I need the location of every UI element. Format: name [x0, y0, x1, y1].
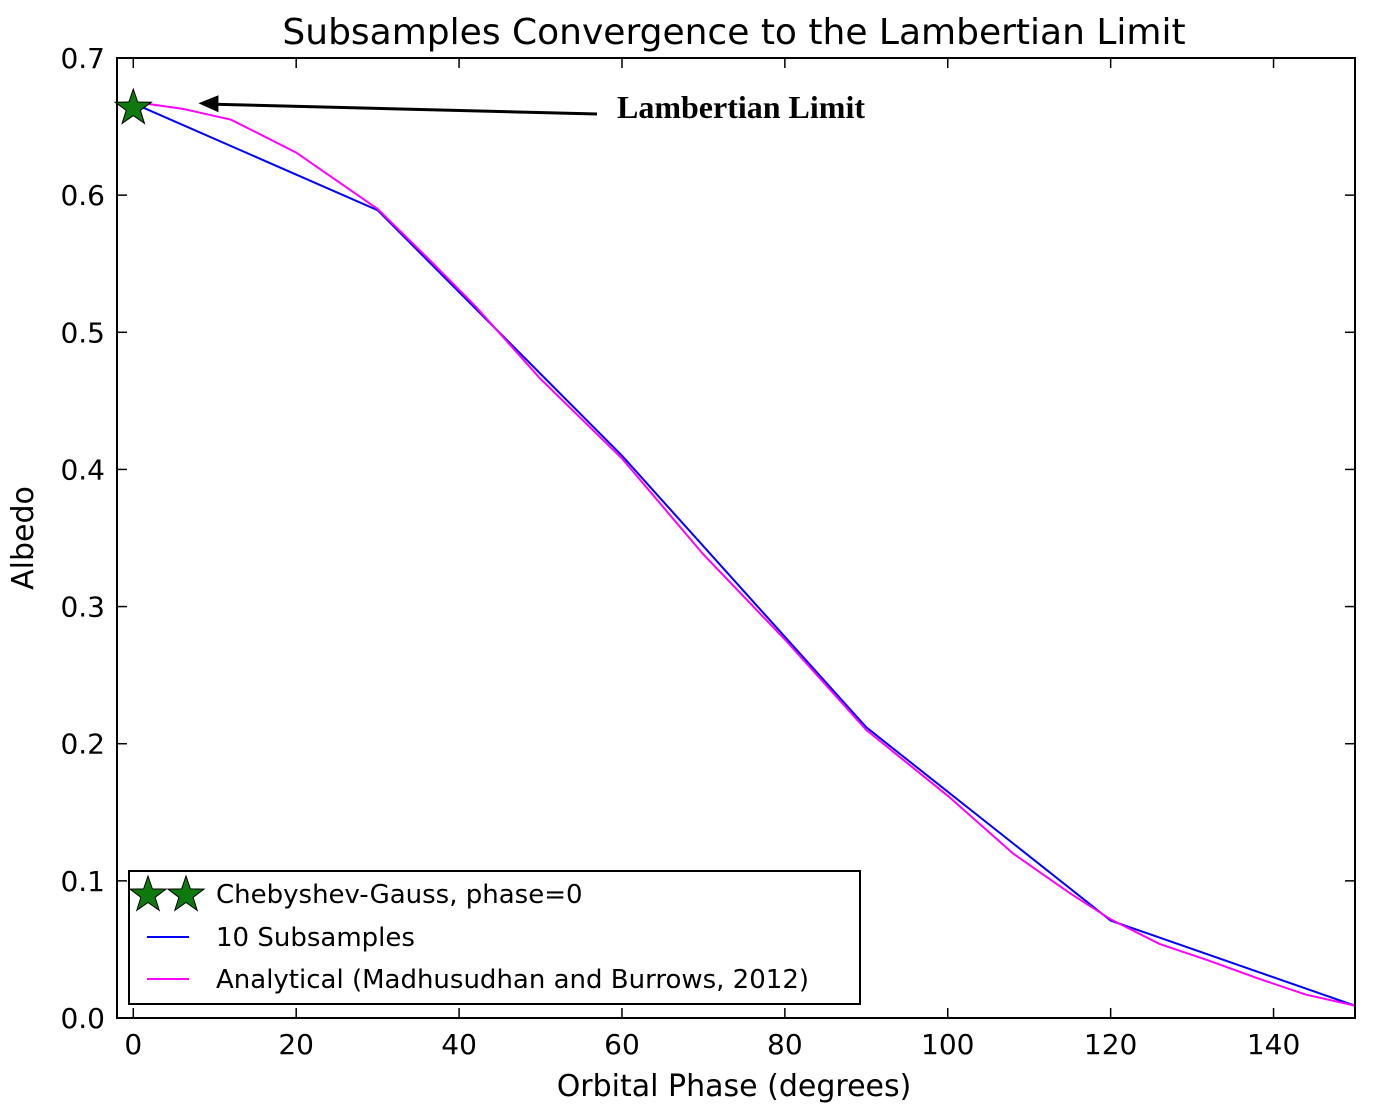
x-tick-label: 0 — [124, 1028, 142, 1061]
legend-label: Analytical (Madhusudhan and Burrows, 201… — [216, 965, 809, 995]
y-axis-label: Albedo — [6, 486, 41, 590]
series-line-10-subsamples — [132, 102, 1355, 1007]
annotation-text: Lambertian Limit — [617, 89, 865, 125]
chart-title: Subsamples Convergence to the Lambertian… — [282, 12, 1185, 53]
x-tick-label: 100 — [921, 1028, 974, 1061]
legend-star-marker — [166, 874, 206, 912]
y-tick-label: 0.4 — [60, 453, 105, 486]
annotation-arrow-shaft — [214, 102, 598, 116]
star-marker — [113, 87, 153, 125]
plot-frame — [116, 57, 1356, 1019]
ticks-layer: 0 20 40 60 80 100 120 140 0.0 0.1 0.2 0.3 0.4 0.5 0.6 0… — [60, 42, 1355, 1061]
annotation-layer: Lambertian Limit — [198, 89, 865, 125]
x-tick-label: 120 — [1084, 1028, 1137, 1061]
legend-box — [128, 870, 861, 1005]
annotation-arrow-head — [198, 95, 219, 113]
y-tick-label: 0.3 — [60, 591, 105, 624]
x-tick-label: 80 — [767, 1028, 803, 1061]
y-tick-label: 0.6 — [60, 179, 105, 212]
y-tick-label: 0.1 — [60, 865, 105, 898]
legend: Chebyshev-Gauss, phase=0 10 Subsamples Ana… — [128, 870, 861, 1005]
y-tick-label: 0.5 — [60, 316, 105, 349]
x-tick-label: 60 — [604, 1028, 640, 1061]
x-axis-label: Orbital Phase (degrees) — [557, 1069, 912, 1104]
series-line-analytical-madhusudhan-and-burrows-2012 — [133, 100, 1355, 1007]
x-tick-label: 40 — [441, 1028, 477, 1061]
x-tick-label: 20 — [278, 1028, 314, 1061]
marker-layer — [113, 87, 153, 125]
legend-label: Chebyshev-Gauss, phase=0 — [216, 880, 583, 910]
series-layer — [132, 100, 1355, 1007]
y-tick-label: 0.0 — [60, 1002, 105, 1035]
legend-star-marker — [128, 874, 168, 912]
y-tick-label: 0.2 — [60, 728, 105, 761]
x-tick-label: 140 — [1247, 1028, 1300, 1061]
y-tick-label: 0.7 — [60, 42, 105, 75]
legend-label: 10 Subsamples — [216, 923, 415, 953]
